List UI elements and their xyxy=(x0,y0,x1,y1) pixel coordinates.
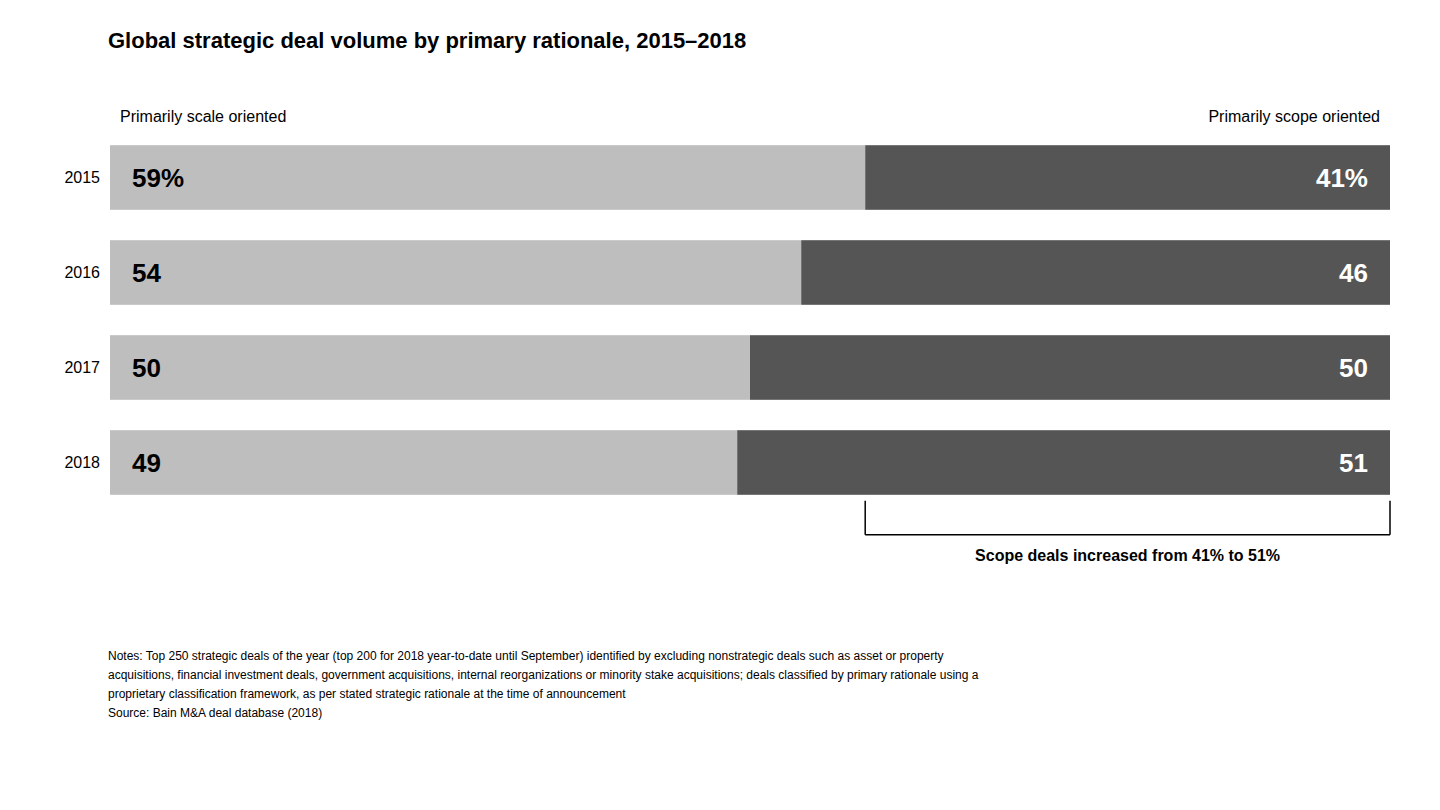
bracket-left xyxy=(864,501,866,535)
bar xyxy=(750,335,1390,400)
notes-line: proprietary classification framework, as… xyxy=(108,687,626,701)
bar xyxy=(865,145,1390,210)
bar xyxy=(801,240,1390,305)
notes: Notes: Top 250 strategic deals of the ye… xyxy=(108,649,979,720)
bars xyxy=(110,145,1390,495)
data-label: 49 xyxy=(132,448,161,478)
bar xyxy=(110,335,750,400)
bar xyxy=(110,430,737,495)
notes-line: Notes: Top 250 strategic deals of the ye… xyxy=(108,649,944,663)
data-label: 51 xyxy=(1339,448,1368,478)
category-label: 2015 xyxy=(64,169,100,186)
data-label: 54 xyxy=(132,258,161,288)
notes-line: Source: Bain M&A deal database (2018) xyxy=(108,706,322,720)
chart-container: Global strategic deal volume by primary … xyxy=(0,0,1440,810)
data-label: 50 xyxy=(132,353,161,383)
labels: 2015 2016 2017 2018 59% 41% 54 46 50 50 49 51 xyxy=(64,163,1368,478)
bar xyxy=(110,145,865,210)
title: Global strategic deal volume by primary … xyxy=(108,28,746,53)
category-label: 2017 xyxy=(64,359,100,376)
annotation: Scope deals increased from 41% to 51% xyxy=(975,547,1280,564)
category-label: 2018 xyxy=(64,454,100,471)
notes-line: acquisitions, financial investment deals… xyxy=(108,668,979,682)
series-header: Primarily scope oriented xyxy=(1208,108,1380,125)
data-label: 59% xyxy=(132,163,184,193)
chart-svg: Global strategic deal volume by primary … xyxy=(0,0,1440,810)
bracket-right xyxy=(1389,501,1391,535)
bracket-bottom xyxy=(865,534,1390,536)
bar xyxy=(737,430,1390,495)
data-label: 50 xyxy=(1339,353,1368,383)
series-header: Primarily scale oriented xyxy=(120,108,286,125)
annotation-bracket xyxy=(865,501,1390,535)
category-label: 2016 xyxy=(64,264,100,281)
bar xyxy=(110,240,801,305)
data-label: 41% xyxy=(1316,163,1368,193)
data-label: 46 xyxy=(1339,258,1368,288)
